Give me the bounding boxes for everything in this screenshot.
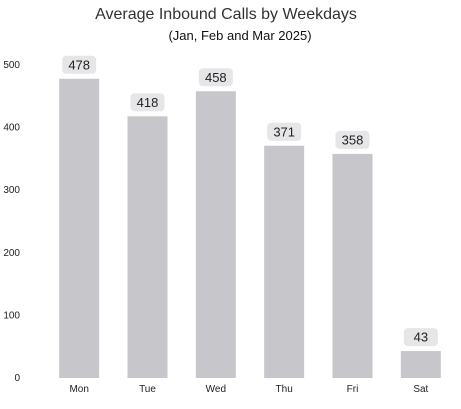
bar-tue (127, 116, 168, 378)
value-label-background (62, 55, 97, 74)
bar-sat (400, 351, 441, 378)
chart-title: Average Inbound Calls by Weekdays (95, 6, 357, 23)
bar-mon (59, 78, 100, 378)
bars-group (59, 78, 441, 379)
value-label-background (267, 122, 302, 141)
value-label-background (130, 93, 165, 112)
y-tick-label: 100 (3, 310, 20, 321)
value-labels-group: 478 418 458 371 358 43 (62, 55, 438, 347)
value-label-thu: 371 (273, 124, 295, 139)
value-label-tue: 418 (137, 95, 159, 110)
bar-fri (332, 153, 373, 378)
value-label-background (198, 68, 233, 87)
value-label-background (403, 328, 438, 347)
x-tick-label-wed: Wed (206, 384, 226, 395)
value-label-fri: 358 (342, 132, 364, 147)
y-tick-label: 200 (3, 248, 20, 259)
y-tick-label: 0 (14, 373, 20, 384)
value-label-wed: 458 (205, 70, 227, 85)
value-label-mon: 478 (68, 57, 90, 72)
x-tick-label-fri: Fri (347, 384, 359, 395)
chart-subtitle: (Jan, Feb and Mar 2025) (168, 28, 311, 43)
y-tick-label: 400 (3, 123, 20, 134)
y-tick-label: 500 (3, 60, 20, 71)
x-tick-label-tue: Tue (139, 384, 156, 395)
x-tick-label-mon: Mon (69, 384, 88, 395)
value-label-sat: 43 (414, 330, 428, 345)
bar-thu (264, 145, 305, 378)
value-label-background (335, 130, 370, 149)
x-axis: Mon Tue Wed Thu Fri Sat (69, 384, 428, 395)
y-axis: 0 100 200 300 400 500 (3, 60, 20, 384)
bar-wed (195, 91, 236, 379)
y-tick-label: 300 (3, 185, 20, 196)
x-tick-label-sat: Sat (413, 384, 428, 395)
x-tick-label-thu: Thu (276, 384, 293, 395)
